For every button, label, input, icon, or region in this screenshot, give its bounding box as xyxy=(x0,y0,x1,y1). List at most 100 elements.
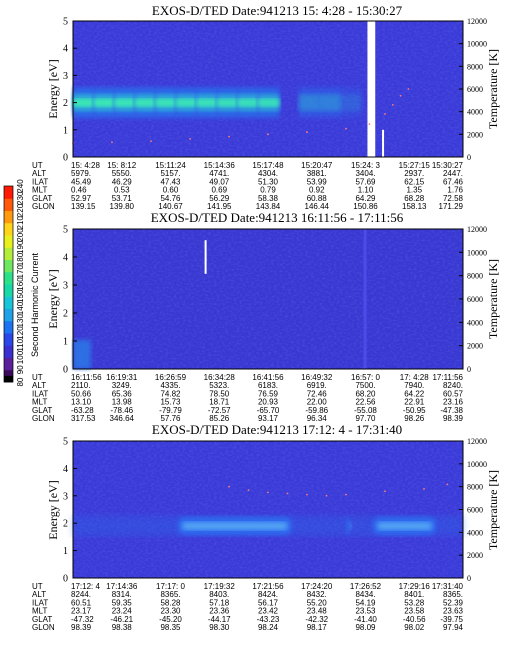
ephemeris-cell: 15:17:48 xyxy=(252,161,284,170)
ephemeris-cell: -45.20 xyxy=(159,615,182,624)
y-tick-label: 5 xyxy=(63,225,68,236)
temperature-dot xyxy=(407,88,410,90)
panel-3-ylabel: Energy [eV] xyxy=(46,480,60,539)
ephemeris-cell: 17: 4:28 xyxy=(400,373,429,382)
ephemeris-cell: 53.71 xyxy=(112,194,133,203)
y2-tick-label: 4000 xyxy=(467,108,483,117)
temperature-dot xyxy=(325,494,328,497)
ephemeris-cell: 140.67 xyxy=(158,202,183,211)
ephemeris-cell: 58.38 xyxy=(258,194,279,203)
ephemeris-cell: 49.07 xyxy=(209,177,230,186)
colorbar-ticks: 80 90100110120130140150160170180190200210… xyxy=(16,179,25,387)
ephemeris-cell: 23.24 xyxy=(112,607,133,616)
ephemeris-cell: 17:29:16 xyxy=(399,582,431,591)
ephemeris-cell: 13.98 xyxy=(112,398,133,407)
panel-2: EXOS-D/TED Date:941213 16:11:56 - 17:11:… xyxy=(32,210,500,423)
band-segment-core xyxy=(257,98,280,107)
band-segment-core xyxy=(182,521,288,530)
y2-tick-label: 12000 xyxy=(467,225,487,234)
ephemeris-row-label: UT xyxy=(32,373,43,382)
ephemeris-cell: 0.46 xyxy=(71,186,87,195)
ephemeris-cell: 23.42 xyxy=(258,607,279,616)
band-segment-core xyxy=(196,98,218,107)
colorbar-tick-label: 130 xyxy=(16,314,25,328)
y-tick-label: 3 xyxy=(63,71,68,82)
band-segment-mid xyxy=(319,94,341,111)
ephemeris-cell: 8424. xyxy=(258,590,278,599)
colorbar-swatch xyxy=(4,222,13,236)
ephemeris-cell: 23.16 xyxy=(443,398,464,407)
ephemeris-cell: 139.15 xyxy=(71,202,96,211)
y-tick-label: 1 xyxy=(63,546,68,557)
ephemeris-cell: 15:27:15 xyxy=(399,161,431,170)
ephemeris-cell: -63.28 xyxy=(71,406,94,415)
ephemeris-cell: 46.29 xyxy=(112,177,133,186)
ephemeris-cell: 23.53 xyxy=(355,607,376,616)
ephemeris-cell: 4335. xyxy=(160,381,180,390)
ephemeris-cell: 0.92 xyxy=(309,186,325,195)
ephemeris-row-label: ALT xyxy=(32,169,46,178)
ephemeris-cell: 15:30:27 xyxy=(432,161,464,170)
ephemeris-cell: 68.20 xyxy=(355,389,376,398)
ephemeris-cell: 8365. xyxy=(160,590,180,599)
ephemeris-cell: 317.53 xyxy=(71,414,96,423)
panel-3-temperature-dots xyxy=(228,483,449,497)
ephemeris-cell: 23.36 xyxy=(209,607,230,616)
ephemeris-cell: 98.39 xyxy=(443,414,464,423)
ephemeris-cell: 98.17 xyxy=(307,623,328,632)
ephemeris-cell: 68.28 xyxy=(404,194,425,203)
ephemeris-cell: 15:14:36 xyxy=(204,161,236,170)
y-tick-label: 2 xyxy=(63,309,68,320)
ephemeris-cell: -43.23 xyxy=(257,615,280,624)
ephemeris-cell: 74.82 xyxy=(160,389,181,398)
ephemeris-cell: -65.70 xyxy=(257,406,280,415)
colorbar-tick-label: 220 xyxy=(16,203,25,217)
ephemeris-cell: 56.17 xyxy=(258,598,279,607)
colorbar-tick-label: 160 xyxy=(16,277,25,291)
ephemeris-cell: 1.76 xyxy=(447,186,463,195)
ephemeris-cell: 17:19:32 xyxy=(204,582,236,591)
colorbar-tick-label: 90 xyxy=(16,365,25,374)
temperature-dot xyxy=(306,493,308,496)
ephemeris-cell: 141.95 xyxy=(207,202,232,211)
colorbar-tick-label: 120 xyxy=(16,326,25,340)
ephemeris-cell: 17:26:52 xyxy=(350,582,382,591)
y-tick-label: 0 xyxy=(63,365,68,376)
ephemeris-cell: 3404. xyxy=(355,169,375,178)
ephemeris-cell: 22.91 xyxy=(404,398,425,407)
ephemeris-cell: 5979. xyxy=(71,169,91,178)
colorbar-tick-label: 110 xyxy=(16,338,25,351)
ephemeris-cell: -72.57 xyxy=(208,406,231,415)
ephemeris-cell: -55.08 xyxy=(354,406,377,415)
ephemeris-cell: 98.24 xyxy=(258,623,279,632)
ephemeris-cell: 17:14:36 xyxy=(106,582,138,591)
ephemeris-cell: 23.58 xyxy=(404,607,425,616)
y-tick-label: 0 xyxy=(63,574,68,585)
y2-tick-label: 10000 xyxy=(467,460,487,469)
ephemeris-cell: 57.18 xyxy=(209,598,230,607)
ephemeris-cell: -47.38 xyxy=(440,406,463,415)
band-segment-core xyxy=(155,98,177,107)
ephemeris-cell: 8432. xyxy=(307,590,327,599)
ephemeris-cell: -59.86 xyxy=(305,406,328,415)
temperature-dot xyxy=(384,113,386,115)
ephemeris-cell: 150.86 xyxy=(353,202,378,211)
ephemeris-cell: 57.76 xyxy=(160,414,181,423)
panel-3-energy-band xyxy=(73,515,463,536)
ephemeris-cell: -42.32 xyxy=(305,615,328,624)
ephemeris-cell: 0.79 xyxy=(260,186,276,195)
y-tick-label: 4 xyxy=(63,464,68,475)
ephemeris-cell: -46.21 xyxy=(110,615,133,624)
ephemeris-cell: 17:21:56 xyxy=(252,582,284,591)
colorbar-swatch xyxy=(4,271,13,285)
colorbar-tick-label: 180 xyxy=(16,252,25,266)
ephemeris-cell: 23.63 xyxy=(443,607,464,616)
ephemeris-cell: 85.26 xyxy=(209,414,230,423)
colorbar-label: Second Harmonic Current xyxy=(30,252,40,357)
ephemeris-cell: 60.57 xyxy=(443,389,464,398)
band-segment-core xyxy=(237,98,259,107)
ephemeris-cell: 7500. xyxy=(355,381,375,390)
ephemeris-row-label: ILAT xyxy=(32,177,48,186)
colorbar: 80 90100110120130140150160170180190200210… xyxy=(3,179,40,387)
